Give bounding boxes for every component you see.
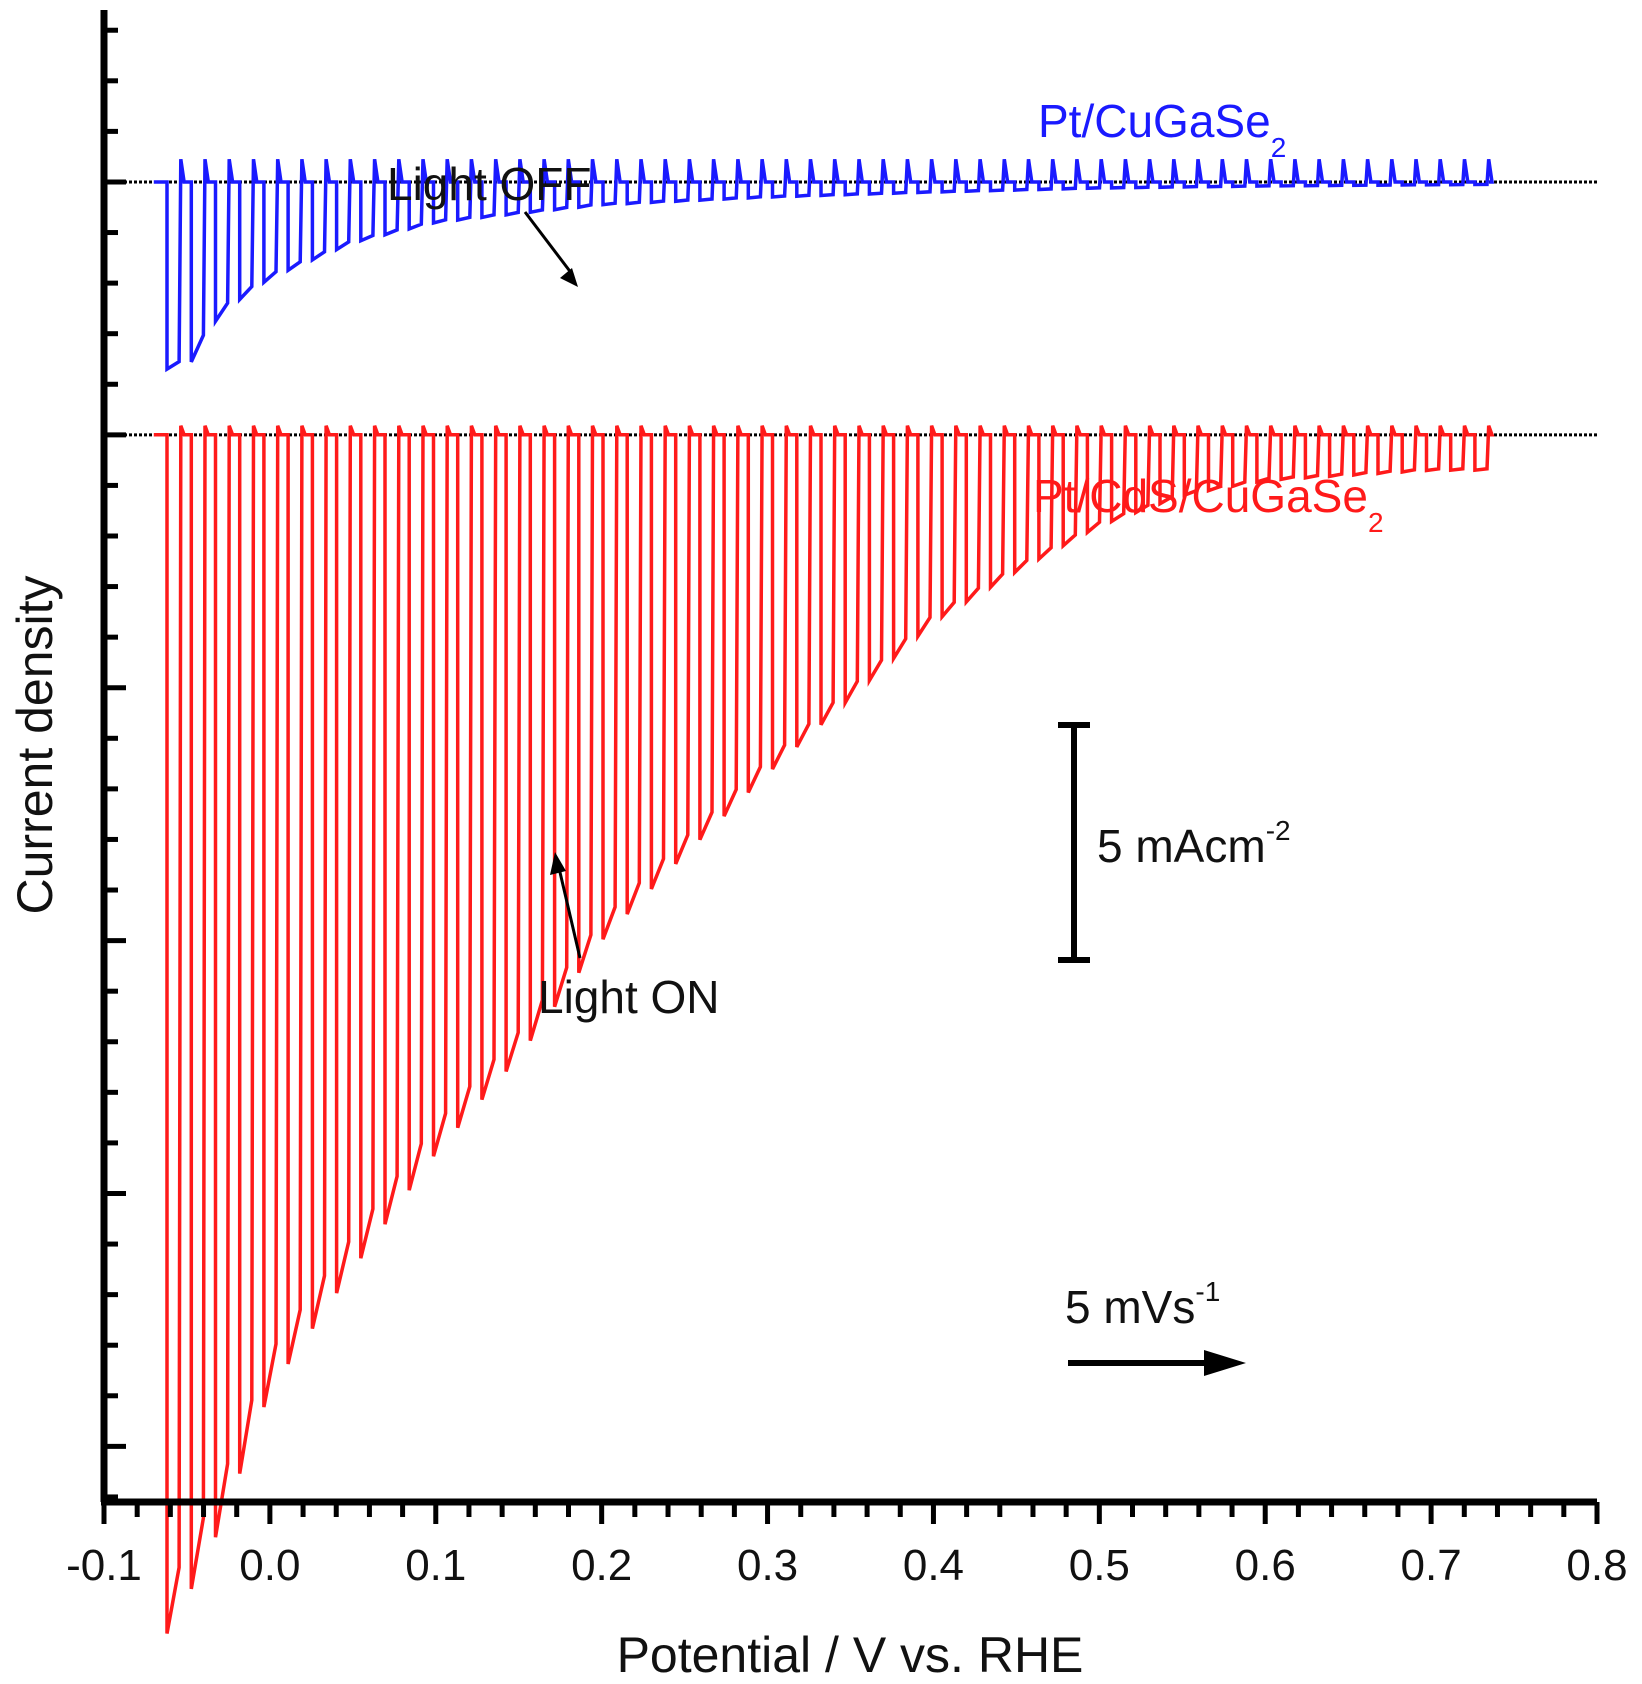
light-off-label: Light OFF — [387, 158, 592, 210]
annotation-arrows — [523, 211, 582, 959]
traces — [104, 158, 1597, 1634]
series-line-pt-cds-cugase2 — [153, 425, 1495, 1634]
light-on-arrow-line — [557, 867, 582, 959]
y-ticks — [104, 27, 126, 1500]
x-axis-title: Potential / V vs. RHE — [617, 1627, 1084, 1683]
current-scale-bar — [1058, 722, 1090, 963]
x-ticks — [101, 1502, 1600, 1524]
scale-bar-label: 5 mAcm-2 — [1097, 815, 1291, 872]
x-tick-label: 0.0 — [239, 1541, 300, 1590]
x-tick-label: 0.6 — [1235, 1541, 1296, 1590]
axes: -0.1 0.0 0.1 0.2 0.3 0.4 0.5 0.6 0.7 0.8 — [66, 10, 1628, 1590]
light-on-arrowhead — [550, 852, 566, 875]
x-tick-label: 0.1 — [405, 1541, 466, 1590]
light-off-arrow-line — [523, 211, 574, 275]
x-tick-label: 0.4 — [903, 1541, 964, 1590]
series-label-pt-cugase2: Pt/CuGaSe2 — [1038, 95, 1286, 163]
scan-direction-arrow — [1068, 1350, 1246, 1376]
x-tick-label: 0.2 — [571, 1541, 632, 1590]
light-off-arrowhead — [560, 268, 578, 287]
light-on-label: Light ON — [538, 971, 720, 1023]
series-label-pt-cds-cugase2: Pt/CdS/CuGaSe2 — [1033, 470, 1384, 538]
x-tick-label: 0.8 — [1566, 1541, 1627, 1590]
scan-arrow-head — [1204, 1350, 1246, 1376]
x-tick-labels: -0.1 0.0 0.1 0.2 0.3 0.4 0.5 0.6 0.7 0.8 — [66, 1541, 1628, 1590]
y-axis-title: Current density — [7, 575, 63, 914]
x-tick-label: -0.1 — [66, 1541, 142, 1590]
x-tick-label: 0.5 — [1069, 1541, 1130, 1590]
scan-rate-label: 5 mVs-1 — [1065, 1276, 1220, 1333]
series-line-pt-cugase2 — [153, 158, 1495, 373]
x-tick-label: 0.7 — [1401, 1541, 1462, 1590]
x-tick-label: 0.3 — [737, 1541, 798, 1590]
